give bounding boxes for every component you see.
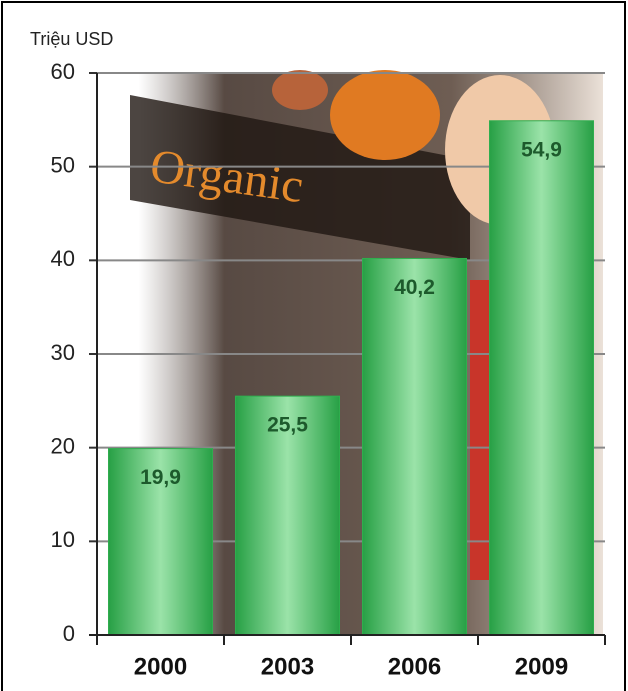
value-label: 54,9 [521,138,562,161]
x-tick-label: 2009 [515,653,568,680]
value-label: 40,2 [394,276,435,299]
y-tick-label: 60 [51,59,75,84]
y-tick-label: 40 [51,246,75,271]
bar [235,395,340,636]
value-label: 25,5 [267,414,308,437]
x-tick-label: 2000 [134,653,187,680]
y-tick-label: 20 [51,433,75,458]
y-tick-label: 10 [51,527,75,552]
y-tick-label: 0 [63,621,75,646]
y-tick-label: 30 [51,340,75,365]
bar [362,257,467,636]
y-tick-label: 50 [51,152,75,177]
x-tick-label: 2006 [388,653,441,680]
x-tick-label: 2003 [261,653,314,680]
bar [108,448,213,636]
y-axis-label: Triệu USD [30,29,113,49]
bar [489,120,594,636]
value-label: 19,9 [140,466,181,489]
